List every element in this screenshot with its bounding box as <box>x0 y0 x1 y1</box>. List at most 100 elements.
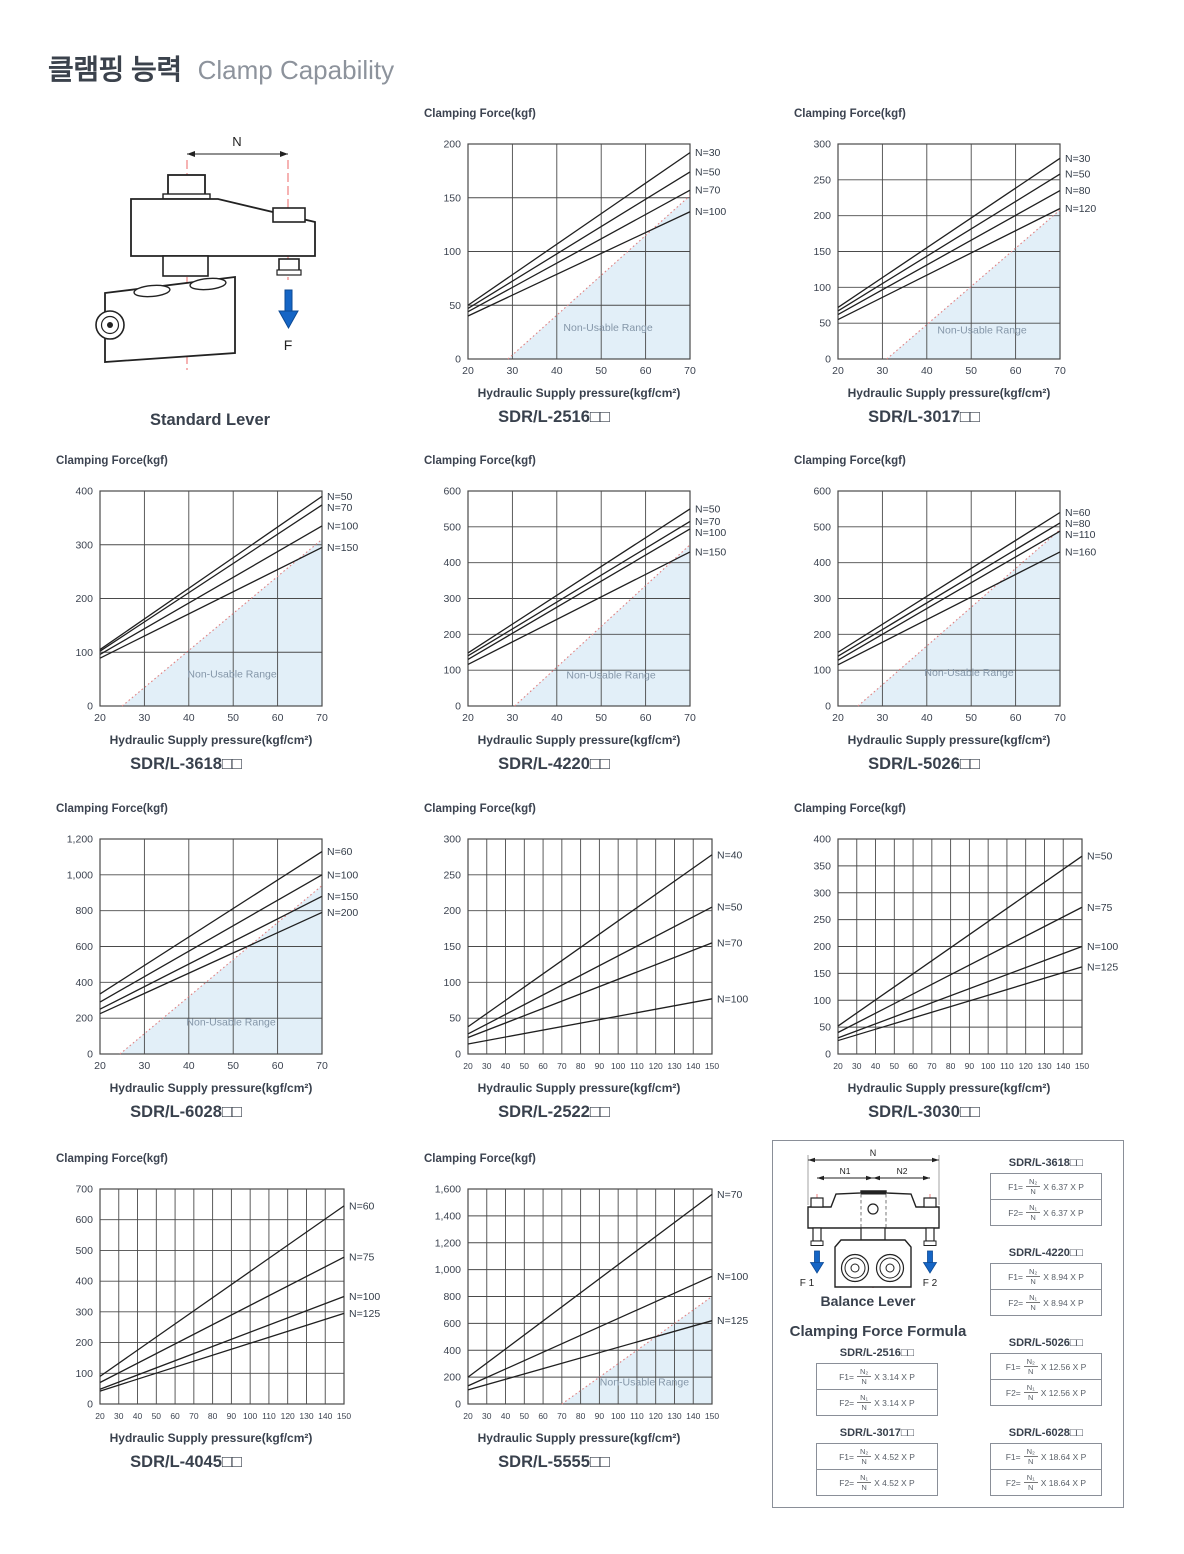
chart-sdr-l-2516: Clamping Force(kgf) Non-Usable Range N=30… <box>418 108 758 427</box>
series-label: N=70 <box>717 937 743 949</box>
non-usable-region <box>514 544 690 706</box>
non-usable-region <box>119 885 322 1054</box>
series-label: N=50 <box>695 166 721 178</box>
non-usable-region <box>886 209 1060 359</box>
x-tick-label: 140 <box>1056 1061 1070 1071</box>
x-tick-label: 80 <box>208 1411 218 1421</box>
x-tick-label: 120 <box>649 1061 663 1071</box>
non-usable-boundary <box>121 538 323 707</box>
formula-heading: Clamping Force Formula <box>789 1323 967 1340</box>
y-tick-label: 200 <box>443 629 461 641</box>
plot-border <box>467 838 713 1055</box>
y-tick-label: 50 <box>449 300 461 312</box>
series-line <box>467 551 691 666</box>
x-axis-title: Hydraulic Supply pressure(kgf/cm²) <box>109 733 313 747</box>
chart-sdr-l-2522: Clamping Force(kgf) N=40 N=50 N=70 N=100 0 50… <box>418 803 758 1122</box>
stem <box>860 1227 886 1241</box>
x-tick-label: 80 <box>946 1061 956 1071</box>
y-tick-label: 100 <box>443 977 461 989</box>
y-tick-label: 600 <box>443 1318 461 1330</box>
x-tick-label: 50 <box>965 365 977 377</box>
x-tick-label: 40 <box>871 1061 881 1071</box>
dim-label-n: N <box>232 134 241 149</box>
plot-border <box>467 490 691 707</box>
x-tick-label: 70 <box>684 712 696 724</box>
x-tick-label: 30 <box>482 1061 492 1071</box>
series-label: N=50 <box>1065 169 1091 181</box>
x-tick-label: 150 <box>337 1411 351 1421</box>
force-arrow <box>284 289 293 313</box>
y-tick-label: 1,200 <box>435 1237 461 1249</box>
dim-arrow-left <box>187 151 195 157</box>
series-line <box>467 942 713 1039</box>
formula-row: F2= N₁ N X 18.64 X P <box>991 1469 1101 1495</box>
dim-label-n: N <box>870 1148 877 1158</box>
y-tick-label: 250 <box>443 869 461 881</box>
non-usable-label: Non-Usable Range <box>924 667 1013 679</box>
chart-model-caption: SDR/L-5026□□ <box>868 755 980 773</box>
series-label: N=75 <box>1087 902 1113 914</box>
x-tick-label: 30 <box>139 1060 151 1072</box>
x-tick-label: 30 <box>877 712 889 724</box>
y-axis-title: Clamping Force(kgf) <box>424 1153 536 1165</box>
y-axis-title: Clamping Force(kgf) <box>794 455 906 467</box>
non-usable-boundary <box>514 544 691 707</box>
x-tick-label: 20 <box>462 712 474 724</box>
x-tick-label: 80 <box>576 1061 586 1071</box>
x-tick-label: 140 <box>686 1411 700 1421</box>
series-line <box>99 1256 345 1384</box>
series-line <box>837 173 1061 312</box>
y-tick-label: 200 <box>443 1372 461 1384</box>
y-tick-label: 400 <box>813 557 831 569</box>
formula-row: F2= N₁ N X 3.14 X P <box>817 1389 937 1415</box>
series-line <box>99 1205 345 1377</box>
formula-table: F1= N₂ N X 6.37 X P F2= N₁ N X 6.37 X P <box>990 1173 1102 1226</box>
x-tick-label: 150 <box>1075 1061 1089 1071</box>
x-tick-label: 50 <box>227 712 239 724</box>
x-tick-label: 100 <box>243 1411 257 1421</box>
x-tick-label: 50 <box>965 712 977 724</box>
series-line <box>467 998 713 1045</box>
x-tick-label: 80 <box>576 1411 586 1421</box>
x-axis-title: Hydraulic Supply pressure(kgf/cm²) <box>477 386 681 400</box>
series-line <box>99 1312 345 1392</box>
force-label: F <box>284 337 293 353</box>
plot-border <box>99 490 323 707</box>
series-label: N=100 <box>1087 941 1118 953</box>
series-label: N=200 <box>327 907 358 919</box>
non-usable-label: Non-Usable Range <box>937 325 1026 337</box>
series-line <box>837 530 1061 661</box>
chart-model-caption: SDR/L-4045□□ <box>130 1453 242 1471</box>
x-tick-label: 110 <box>262 1411 276 1421</box>
x-tick-label: 40 <box>921 712 933 724</box>
y-tick-label: 1,600 <box>435 1184 461 1196</box>
x-tick-label: 60 <box>908 1061 918 1071</box>
formula-row: F1= N₂ N X 3.14 X P <box>839 1366 915 1386</box>
page-title-korean: 클램핑 능력 <box>48 54 182 85</box>
series-label: N=100 <box>717 1271 748 1283</box>
standard-lever-figure: N F Standard Lever <box>60 118 380 430</box>
series-label: N=100 <box>327 869 358 881</box>
y-axis-title: Clamping Force(kgf) <box>424 803 536 815</box>
x-tick-label: 110 <box>630 1061 644 1071</box>
chart-sdr-l-5026: Clamping Force(kgf) Non-Usable Range N=60… <box>788 455 1128 774</box>
series-label: N=100 <box>327 520 358 532</box>
y-tick-label: 250 <box>813 174 831 186</box>
formula-row: F1= N₂ N X 4.52 X P <box>839 1446 915 1466</box>
x-tick-label: 30 <box>852 1061 862 1071</box>
chart-sdr-l-4220: Clamping Force(kgf) Non-Usable Range N=50… <box>418 455 758 774</box>
formula-model-label: SDR/L-4220□□ <box>1008 1247 1084 1259</box>
x-tick-label: 70 <box>557 1411 567 1421</box>
x-tick-label: 90 <box>227 1411 237 1421</box>
series-label: N=70 <box>327 502 353 514</box>
non-usable-label: Non-Usable Range <box>600 1377 689 1389</box>
pivot-hole <box>867 1203 879 1215</box>
y-tick-label: 100 <box>443 246 461 258</box>
y-tick-label: 50 <box>819 1022 831 1034</box>
non-usable-boundary <box>857 529 1061 707</box>
formula-row: F2= N₁ N X 12.56 X P <box>991 1379 1101 1405</box>
non-usable-boundary <box>507 195 691 360</box>
x-axis-title: Hydraulic Supply pressure(kgf/cm²) <box>847 1081 1051 1095</box>
series-line <box>467 520 691 657</box>
x-axis-title: Hydraulic Supply pressure(kgf/cm²) <box>847 733 1051 747</box>
